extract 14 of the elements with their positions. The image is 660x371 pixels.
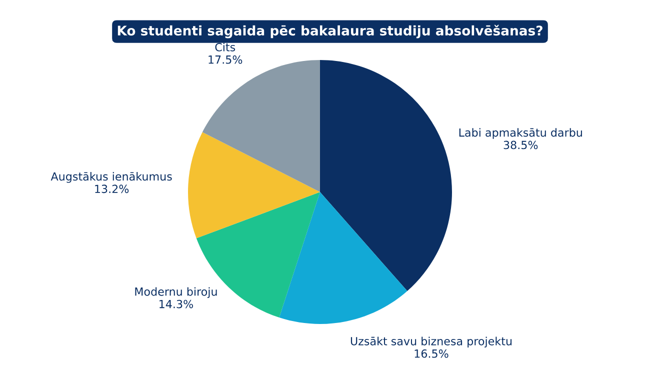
slice-label: Modernu biroju bbox=[135, 287, 217, 298]
slice-label: Labi apmaksātu darbu bbox=[459, 128, 582, 139]
data-label: 13.2% bbox=[95, 184, 129, 194]
pie-slice bbox=[320, 60, 452, 292]
data-label: 38.5% bbox=[504, 140, 538, 150]
pie-slice bbox=[188, 132, 320, 238]
pie-slice bbox=[279, 192, 408, 324]
slice-label: Cits bbox=[215, 42, 236, 52]
slice-label: Augstākus ienākumus bbox=[50, 172, 172, 183]
data-label: 17.5% bbox=[208, 55, 242, 64]
data-label: 16.5% bbox=[414, 349, 448, 358]
data-label: 14.3% bbox=[160, 300, 193, 308]
chart-title: Ko studenti sagaida pēc bakalaura studiju absolvēšanas? bbox=[118, 24, 542, 38]
slice-label: Uzsākt savu biznesa projektu bbox=[350, 336, 512, 348]
